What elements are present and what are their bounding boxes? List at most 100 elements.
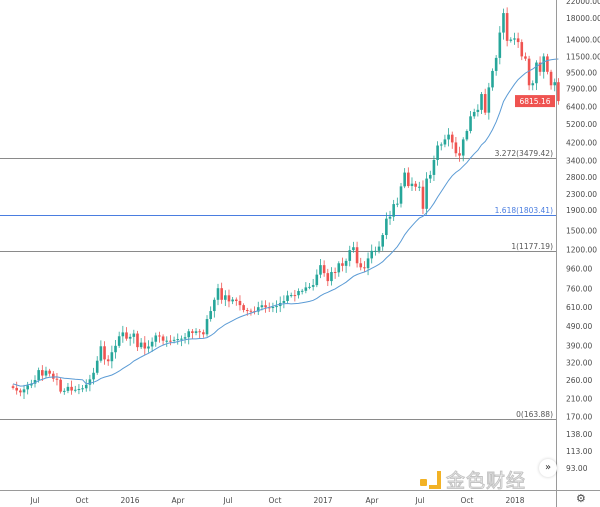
candle[interactable] xyxy=(209,306,212,322)
candle[interactable] xyxy=(143,336,147,355)
candle[interactable] xyxy=(319,259,322,279)
candle[interactable] xyxy=(136,330,139,352)
candle[interactable] xyxy=(428,170,432,183)
candle[interactable] xyxy=(374,246,377,256)
candle[interactable] xyxy=(293,289,297,302)
candle[interactable] xyxy=(498,26,502,65)
candle[interactable] xyxy=(348,245,352,267)
candle[interactable] xyxy=(439,142,443,151)
candle[interactable] xyxy=(465,129,469,142)
scroll-to-realtime-button[interactable]: » xyxy=(539,459,557,477)
candle[interactable] xyxy=(432,155,436,181)
candle[interactable] xyxy=(59,377,62,394)
candle[interactable] xyxy=(205,315,209,337)
candle[interactable] xyxy=(308,283,311,290)
candle[interactable] xyxy=(19,388,22,397)
candle[interactable] xyxy=(344,258,348,273)
candle[interactable] xyxy=(73,385,77,393)
candle[interactable] xyxy=(154,332,158,347)
candle[interactable] xyxy=(418,181,421,192)
candle[interactable] xyxy=(70,380,73,395)
candle[interactable] xyxy=(538,56,542,76)
candle[interactable] xyxy=(44,366,48,379)
candle[interactable] xyxy=(414,180,417,191)
candle[interactable] xyxy=(505,7,509,47)
candle[interactable] xyxy=(461,137,465,162)
candle[interactable] xyxy=(289,292,293,298)
candle[interactable] xyxy=(62,388,66,395)
candle[interactable] xyxy=(355,241,359,268)
candle[interactable] xyxy=(454,136,458,157)
candle[interactable] xyxy=(330,267,333,286)
candle[interactable] xyxy=(341,257,344,272)
candle[interactable] xyxy=(81,384,84,393)
candle[interactable] xyxy=(480,92,483,115)
candle[interactable] xyxy=(202,329,205,338)
candle[interactable] xyxy=(366,252,370,276)
candle[interactable] xyxy=(524,52,527,61)
candle[interactable] xyxy=(520,39,524,61)
candle[interactable] xyxy=(249,308,253,316)
candle[interactable] xyxy=(176,333,180,345)
candle[interactable] xyxy=(396,197,399,208)
time-axis[interactable]: Jul Oct 2016 Apr Jul Oct 2017 Apr Jul Oct 2018 xyxy=(29,496,524,505)
candle[interactable] xyxy=(224,290,227,307)
candle[interactable] xyxy=(436,141,439,166)
candle[interactable] xyxy=(326,268,330,287)
candle[interactable] xyxy=(363,261,366,273)
candle[interactable] xyxy=(55,372,59,386)
candle[interactable] xyxy=(271,302,275,313)
candle[interactable] xyxy=(48,368,51,377)
candle[interactable] xyxy=(421,180,425,215)
candle[interactable] xyxy=(388,210,392,225)
candle[interactable] xyxy=(469,111,472,134)
candle[interactable] xyxy=(300,288,304,295)
candle[interactable] xyxy=(333,267,337,279)
candle[interactable] xyxy=(549,69,553,90)
candle[interactable] xyxy=(359,257,363,271)
candle[interactable] xyxy=(450,131,454,149)
candle[interactable] xyxy=(128,333,132,346)
candle[interactable] xyxy=(139,338,143,350)
candle[interactable] xyxy=(158,331,161,343)
candle[interactable] xyxy=(403,168,406,189)
candle[interactable] xyxy=(220,282,223,304)
candle[interactable] xyxy=(99,340,103,363)
candle[interactable] xyxy=(553,78,557,92)
candle[interactable] xyxy=(513,32,516,45)
candle[interactable] xyxy=(256,301,260,316)
candle[interactable] xyxy=(410,177,414,192)
candle[interactable] xyxy=(147,340,150,353)
candle[interactable] xyxy=(297,288,300,299)
candle[interactable] xyxy=(527,55,531,91)
candle[interactable] xyxy=(491,68,494,91)
candle[interactable] xyxy=(110,345,114,369)
candle[interactable] xyxy=(194,328,198,336)
candle[interactable] xyxy=(103,341,106,365)
candle[interactable] xyxy=(542,53,546,79)
candle[interactable] xyxy=(187,328,191,345)
candle[interactable] xyxy=(150,337,154,353)
candle[interactable] xyxy=(264,300,267,313)
candle[interactable] xyxy=(11,384,15,390)
candle[interactable] xyxy=(235,297,238,306)
candle[interactable] xyxy=(472,108,476,119)
settings-gear-icon[interactable]: ⚙ xyxy=(576,492,586,505)
candle[interactable] xyxy=(33,375,37,388)
candle[interactable] xyxy=(370,244,374,264)
candle[interactable] xyxy=(286,290,289,304)
candle[interactable] xyxy=(84,379,88,392)
candle[interactable] xyxy=(483,88,487,115)
candle[interactable] xyxy=(385,212,388,240)
candle[interactable] xyxy=(15,381,18,395)
candle[interactable] xyxy=(509,37,513,43)
candle[interactable] xyxy=(198,329,201,339)
candle[interactable] xyxy=(337,261,341,277)
candle[interactable] xyxy=(535,60,538,91)
candle[interactable] xyxy=(213,297,216,318)
candle[interactable] xyxy=(41,365,44,381)
candle[interactable] xyxy=(407,167,410,188)
candle[interactable] xyxy=(191,329,194,339)
candle[interactable] xyxy=(516,32,520,48)
candle[interactable] xyxy=(557,78,560,105)
